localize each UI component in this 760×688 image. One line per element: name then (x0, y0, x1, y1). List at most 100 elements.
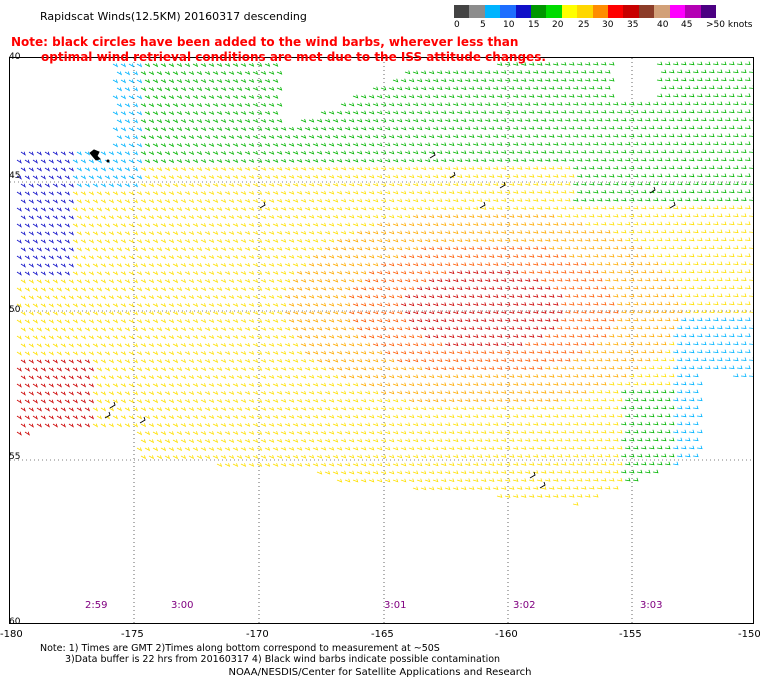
wind-barb (636, 245, 643, 250)
wind-barb (528, 494, 535, 498)
wind-barb (700, 325, 707, 330)
wind-barb (400, 382, 407, 387)
wind-barb (348, 230, 355, 235)
wind-barb (224, 239, 231, 243)
wind-barb (616, 141, 623, 146)
wind-barb (116, 407, 123, 412)
wind-barb (568, 157, 575, 162)
wind-barb (20, 215, 26, 220)
wind-barb (708, 277, 715, 282)
wind-barb (292, 198, 299, 203)
wind-barb (24, 319, 30, 324)
warning-note-line: Note: black circles have been added to t… (11, 35, 519, 49)
wind-barb (388, 102, 395, 107)
wind-barb (664, 93, 671, 98)
wind-barb (316, 182, 323, 187)
wind-barb (476, 470, 483, 474)
wind-barb (484, 70, 491, 74)
wind-barb (180, 215, 187, 220)
wind-barb (320, 398, 327, 403)
wind-barb (92, 295, 99, 300)
wind-barb (448, 430, 455, 435)
wind-barb (156, 359, 163, 364)
wind-barb (548, 422, 555, 426)
wind-barb (536, 78, 543, 82)
wind-barb (392, 302, 399, 307)
wind-barb (396, 118, 403, 123)
wind-barb (24, 255, 30, 260)
wind-barb (180, 263, 187, 268)
wind-barb (272, 302, 279, 307)
wind-barb (600, 269, 607, 274)
wind-barb (252, 102, 259, 107)
wind-barb (352, 142, 359, 147)
wind-barb (532, 390, 539, 394)
wind-barb (84, 375, 91, 380)
wind-barb (316, 214, 323, 219)
wind-barb (372, 150, 379, 155)
wind-barb (500, 310, 507, 314)
wind-barb (556, 341, 563, 346)
wind-barb (576, 221, 583, 226)
wind-barb (468, 454, 475, 458)
wind-barb (440, 158, 447, 163)
wind-barb (712, 205, 719, 210)
wind-barb (564, 133, 571, 138)
wind-barb (212, 327, 219, 331)
wind-barb (588, 117, 595, 122)
wind-barb (128, 399, 135, 404)
wind-barb (220, 263, 227, 267)
wind-barb (192, 143, 199, 148)
wind-barb (536, 222, 543, 226)
wind-barb (556, 357, 563, 362)
wind-barb (288, 382, 295, 387)
wind-barb (240, 367, 247, 371)
wind-barb (320, 334, 327, 339)
wind-barb (180, 231, 187, 236)
wind-barb (424, 78, 431, 83)
wind-barb (32, 319, 38, 324)
wind-barb (80, 223, 87, 228)
wind-barb (520, 142, 527, 146)
wind-barb (200, 415, 207, 420)
wind-barb (380, 390, 387, 395)
wind-barb (532, 230, 539, 234)
wind-barb (296, 430, 303, 435)
wind-barb (216, 271, 223, 275)
wind-barb (320, 254, 327, 259)
wind-barb (260, 198, 267, 203)
wind-barb (140, 375, 147, 380)
wind-barb (240, 191, 247, 195)
wind-barb (196, 423, 203, 428)
wind-barb (184, 111, 191, 116)
wind-barb (188, 391, 195, 396)
wind-barb (248, 126, 255, 131)
wind-barb (404, 150, 411, 155)
wind-barb (168, 111, 175, 116)
wind-barb (28, 247, 34, 252)
wind-barb (596, 437, 603, 442)
wind-barb (544, 206, 551, 210)
wind-barb (528, 334, 535, 338)
wind-barb (668, 85, 675, 90)
wind-barb (532, 166, 539, 170)
wind-barb (424, 334, 431, 339)
wind-barb (332, 214, 339, 219)
wind-barb (680, 77, 687, 82)
wind-barb (276, 102, 283, 107)
wind-barb (672, 349, 679, 354)
wind-barb (468, 358, 475, 362)
wind-barb (628, 421, 635, 426)
wind-barb (236, 263, 243, 267)
wind-barb (676, 373, 683, 378)
wind-barb (728, 349, 735, 354)
wind-barb (720, 189, 727, 194)
wind-barb (456, 238, 463, 243)
wind-barb (76, 359, 82, 364)
wind-barb (632, 269, 639, 274)
wind-barb (672, 333, 679, 338)
wind-barb (244, 454, 251, 459)
wind-barb (260, 230, 267, 235)
wind-barb (264, 302, 271, 307)
wind-barb (488, 158, 495, 162)
